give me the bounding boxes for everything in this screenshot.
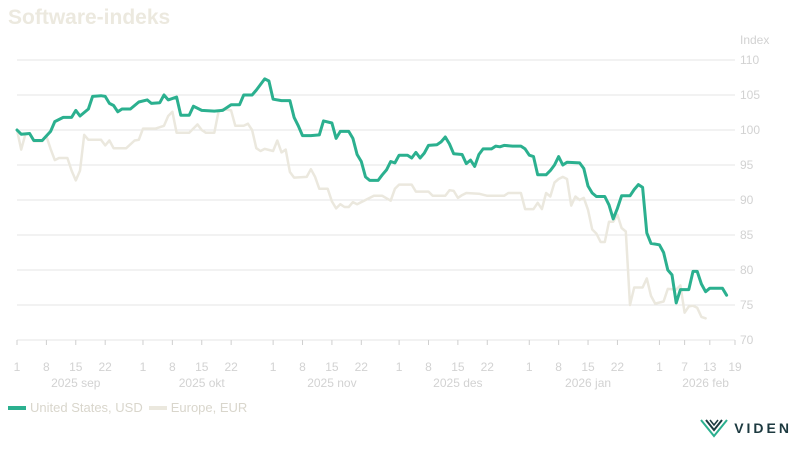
- x-month-label: 2026 jan: [565, 376, 611, 390]
- x-tick-label: 15: [325, 360, 339, 374]
- x-tick-label: 8: [555, 360, 562, 374]
- legend: United States, USD Europe, EUR: [8, 400, 247, 415]
- x-month-label: 2025 sep: [51, 376, 101, 390]
- y-tick-label: 95: [740, 158, 754, 172]
- chart-title: Software-indeks: [8, 6, 171, 29]
- x-tick-label: 15: [195, 360, 209, 374]
- viden-logo-icon: [700, 419, 728, 438]
- series-line-eu: [15, 107, 707, 320]
- y-tick-label: 105: [740, 88, 760, 102]
- legend-label-us: United States, USD: [30, 400, 143, 415]
- x-tick-label: 22: [224, 360, 238, 374]
- y-axis-label: Index: [740, 33, 769, 47]
- x-tick-label: 1: [656, 360, 663, 374]
- y-tick-label: 70: [740, 333, 754, 347]
- x-tick-label: 22: [611, 360, 625, 374]
- x-tick-label: 8: [169, 360, 176, 374]
- legend-swatch-us: [8, 405, 26, 410]
- x-tick-label: 1: [396, 360, 403, 374]
- legend-swatch-eu: [148, 405, 167, 410]
- x-tick-label: 22: [355, 360, 369, 374]
- y-tick-label: 110: [740, 53, 759, 67]
- legend-item-eu[interactable]: Europe, EUR: [148, 400, 248, 415]
- legend-item-us[interactable]: United States, USD: [8, 400, 143, 415]
- x-tick-label: 19: [728, 360, 742, 374]
- x-month-label: 2025 okt: [179, 376, 226, 390]
- brand-logo: VIDEN: [700, 418, 792, 438]
- y-tick-label: 75: [740, 298, 754, 312]
- x-tick-label: 22: [481, 360, 495, 374]
- x-tick-label: 1: [14, 360, 21, 374]
- y-tick-label: 85: [740, 228, 754, 242]
- y-tick-label: 80: [740, 263, 754, 277]
- y-tick-label: 100: [740, 123, 760, 137]
- x-tick-label: 7: [681, 360, 688, 374]
- x-tick-label: 15: [581, 360, 595, 374]
- x-tick-label: 1: [270, 360, 277, 374]
- x-tick-label: 8: [299, 360, 306, 374]
- x-tick-label: 15: [451, 360, 465, 374]
- x-tick-label: 13: [703, 360, 717, 374]
- x-tick-label: 1: [140, 360, 147, 374]
- x-tick-label: 15: [69, 360, 83, 374]
- x-tick-label: 8: [425, 360, 432, 374]
- x-month-label: 2025 des: [433, 376, 482, 390]
- legend-label-eu: Europe, EUR: [170, 400, 248, 415]
- x-month-label: 2025 nov: [307, 376, 356, 390]
- x-tick-label: 8: [43, 360, 50, 374]
- x-month-label: 2026 feb: [682, 376, 729, 390]
- series-line-us: [15, 77, 729, 305]
- y-tick-label: 90: [740, 193, 754, 207]
- brand-name: VIDEN: [734, 420, 792, 436]
- x-tick-label: 1: [526, 360, 533, 374]
- x-tick-label: 22: [98, 360, 112, 374]
